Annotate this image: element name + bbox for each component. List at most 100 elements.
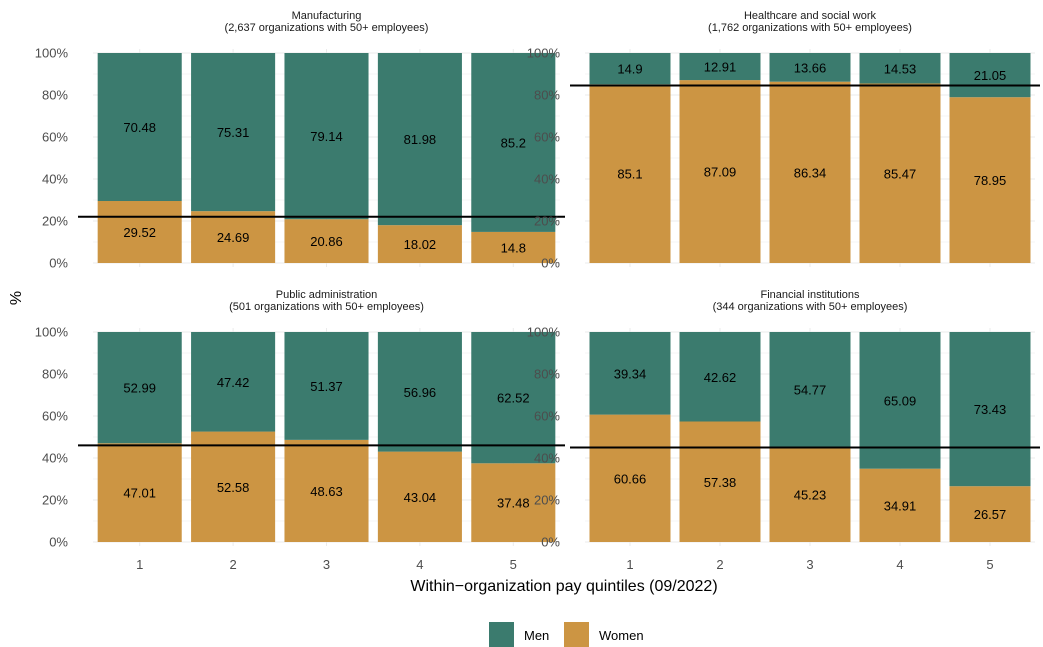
x-tick-label: 2 — [716, 557, 723, 572]
y-tick-label: 60% — [42, 130, 68, 145]
y-tick-label: 40% — [534, 451, 560, 466]
data-label-men: 70.48 — [123, 120, 156, 135]
x-axis-title: Within−organization pay quintiles (09/20… — [410, 578, 717, 595]
y-tick-label: 0% — [541, 256, 560, 271]
bar-women — [284, 439, 369, 542]
bar-women — [471, 463, 556, 542]
legend-swatch-men — [489, 622, 514, 647]
bar-women — [859, 83, 941, 263]
y-tick-label: 100% — [527, 325, 561, 340]
data-label-women: 85.1 — [617, 167, 642, 182]
data-label-women: 34.91 — [884, 498, 917, 513]
x-tick-label: 3 — [323, 557, 330, 572]
y-tick-label: 0% — [49, 535, 68, 550]
bar-women — [284, 219, 369, 263]
x-tick-label: 4 — [416, 557, 423, 572]
y-tick-label: 100% — [35, 325, 69, 340]
bar-men — [97, 53, 182, 202]
data-label-men: 62.52 — [497, 391, 530, 406]
bar-men — [949, 332, 1031, 487]
x-tick-label: 5 — [986, 557, 993, 572]
bar-men — [769, 53, 851, 82]
data-label-men: 81.98 — [404, 132, 437, 147]
y-tick-label: 20% — [534, 493, 560, 508]
data-label-men: 13.66 — [794, 60, 827, 75]
x-tick-label: 4 — [896, 557, 903, 572]
bar-men — [859, 332, 941, 469]
data-label-women: 18.02 — [404, 237, 437, 252]
data-label-women: 52.58 — [217, 480, 250, 495]
bar-men — [859, 53, 941, 84]
bar-women — [377, 451, 462, 542]
data-label-men: 52.99 — [123, 381, 156, 396]
bar-women — [97, 201, 182, 263]
bar-men — [191, 332, 276, 432]
y-tick-label: 60% — [534, 409, 560, 424]
facet-title: Manufacturing — [292, 10, 362, 22]
data-label-men: 21.05 — [974, 68, 1007, 83]
data-label-women: 87.09 — [704, 165, 737, 180]
bar-women — [589, 84, 671, 263]
data-label-men: 75.31 — [217, 125, 250, 140]
y-tick-label: 40% — [42, 172, 68, 187]
data-label-women: 47.01 — [123, 486, 156, 501]
data-label-women: 37.48 — [497, 496, 530, 511]
facet-panel-1: Manufacturing(2,637 organizations with 5… — [35, 10, 565, 271]
y-tick-label: 60% — [42, 409, 68, 424]
data-label-women: 29.52 — [123, 225, 156, 240]
bar-women — [589, 414, 671, 542]
y-tick-label: 0% — [541, 535, 560, 550]
bar-men — [377, 53, 462, 226]
data-label-women: 43.04 — [404, 490, 437, 505]
data-label-women: 24.69 — [217, 230, 250, 245]
facet-subtitle: (501 organizations with 50+ employees) — [229, 301, 424, 313]
bar-women — [377, 225, 462, 263]
data-label-women: 78.95 — [974, 173, 1007, 188]
bar-men — [377, 332, 462, 452]
legend-label-men: Men — [524, 628, 549, 643]
x-tick-label: 2 — [229, 557, 236, 572]
bar-women — [679, 80, 761, 264]
bar-women — [191, 431, 276, 542]
data-label-women: 20.86 — [310, 234, 343, 249]
y-tick-label: 80% — [534, 367, 560, 382]
data-label-men: 42.62 — [704, 370, 737, 385]
data-label-men: 12.91 — [704, 60, 737, 75]
data-label-women: 86.34 — [794, 165, 827, 180]
y-tick-label: 20% — [42, 214, 68, 229]
facet-title: Public administration — [276, 289, 378, 301]
bar-men — [191, 53, 276, 212]
y-axis-title: % — [8, 291, 25, 305]
data-label-women: 57.38 — [704, 475, 737, 490]
facet-panel-3: Public administration(501 organizations … — [35, 289, 565, 572]
data-label-men: 73.43 — [974, 402, 1007, 417]
bar-women — [679, 421, 761, 542]
y-tick-label: 40% — [534, 172, 560, 187]
y-tick-label: 20% — [42, 493, 68, 508]
x-tick-label: 3 — [806, 557, 813, 572]
bar-men — [97, 332, 182, 444]
facet-title: Financial institutions — [760, 289, 860, 301]
facet-title: Healthcare and social work — [744, 10, 877, 22]
bar-women — [97, 443, 182, 542]
y-tick-label: 40% — [42, 451, 68, 466]
bar-women — [769, 81, 851, 263]
bar-women — [949, 97, 1031, 263]
facet-panel-2: Healthcare and social work(1,762 organiz… — [527, 10, 1040, 271]
data-label-men: 85.2 — [501, 135, 526, 150]
bar-women — [949, 486, 1031, 542]
bar-men — [769, 332, 851, 448]
bar-men — [589, 53, 671, 85]
legend: Men Women — [489, 622, 644, 647]
y-tick-label: 100% — [35, 46, 69, 61]
bar-women — [769, 447, 851, 542]
bar-men — [471, 332, 556, 464]
data-label-men: 79.14 — [310, 129, 343, 144]
data-label-women: 14.8 — [501, 240, 526, 255]
data-label-women: 85.47 — [884, 166, 917, 181]
data-label-men: 51.37 — [310, 379, 343, 394]
data-label-men: 14.53 — [884, 61, 917, 76]
data-label-women: 26.57 — [974, 507, 1007, 522]
bar-women — [859, 468, 941, 542]
y-tick-label: 20% — [534, 214, 560, 229]
